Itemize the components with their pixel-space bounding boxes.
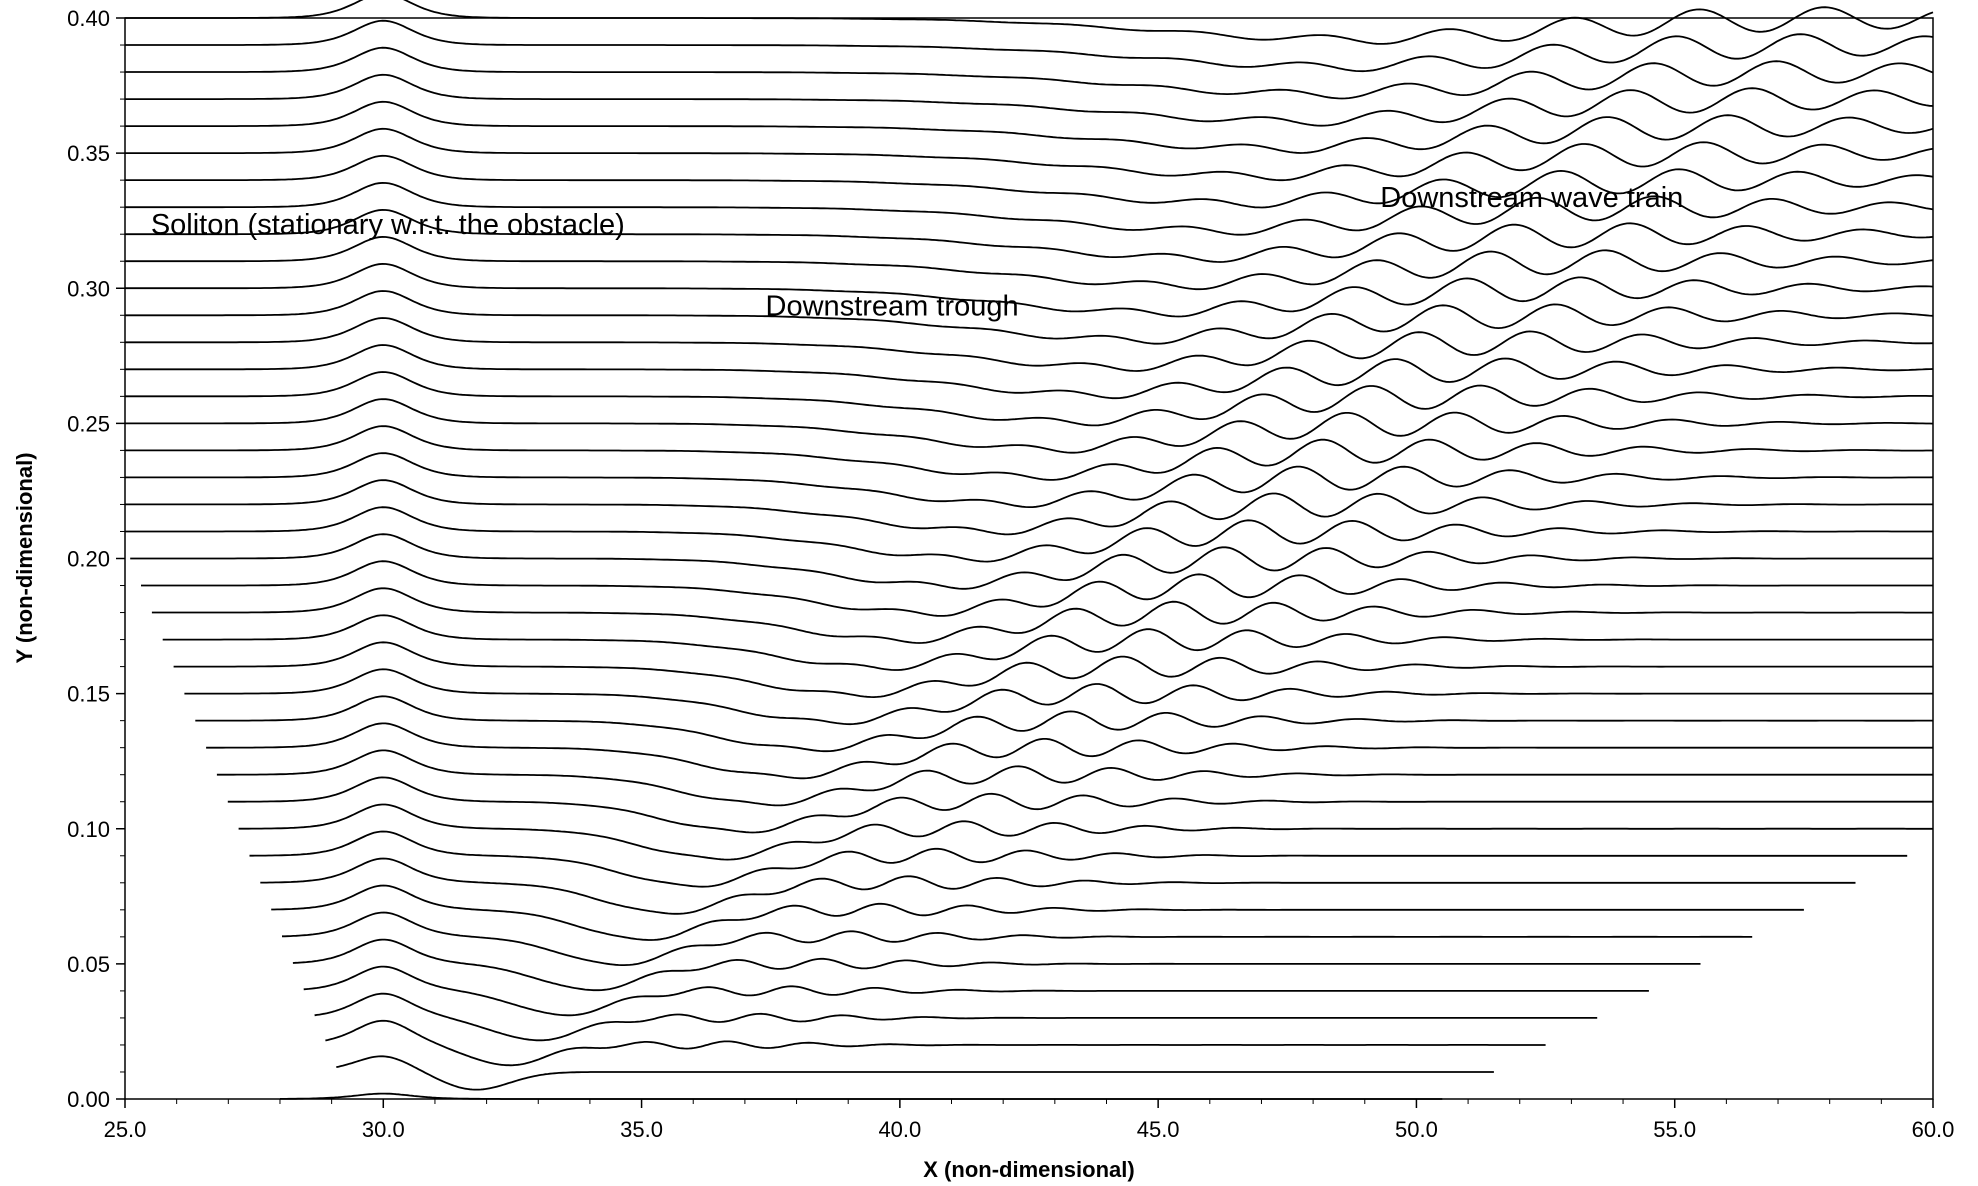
annotations: Soliton (stationary w.r.t. the obstacle)… [151,182,1683,322]
profile-line-24 [125,425,1933,481]
x-tick-label: 45.0 [1137,1117,1180,1142]
profile-line-29 [125,290,1934,345]
profile-line-23 [125,452,1934,508]
y-tick-label: 0.35 [67,141,110,166]
x-axis-title: X (non-dimensional) [923,1157,1134,1182]
profile-line-33 [125,181,1934,236]
profile-line-38 [125,46,1934,100]
profile-line-21 [125,506,1933,563]
annotation-1: Downstream trough [766,290,1019,322]
profile-line-32 [125,208,1934,263]
profile-line-11 [227,776,1933,834]
y-axis: 0.00 0.05 0.10 0.15 0.20 0.25 0.30 0.35 0.40 [67,6,125,1112]
profile-line-2 [325,1019,1546,1067]
x-axis: 25.0 30.0 35.0 40.0 45.0 50.0 55.0 60.0 [104,1099,1955,1142]
profile-line-0 [280,1092,1443,1100]
profile-line-37 [125,73,1934,127]
profile-line-40 [125,0,1934,45]
profile-line-31 [125,235,1934,291]
profile-line-28 [125,317,1934,372]
profile-line-35 [125,127,1934,182]
profile-line-8 [260,857,1856,915]
y-tick-label: 0.15 [67,682,110,707]
y-tick-label: 0.05 [67,952,110,977]
profile-line-15 [184,668,1933,726]
annotation-0: Soliton (stationary w.r.t. the obstacle) [151,209,625,241]
profile-line-1 [336,1055,1494,1091]
profile-line-3 [314,992,1598,1042]
x-tick-label: 55.0 [1653,1117,1696,1142]
y-axis-title: Y (non-dimensional) [12,452,37,663]
profile-line-9 [249,830,1908,888]
profile-line-19 [141,560,1933,617]
wave-profiles [125,0,1934,1100]
profile-line-5 [292,938,1701,992]
y-tick-label: 0.25 [67,411,110,436]
profile-line-17 [162,614,1933,671]
x-tick-label: 25.0 [104,1117,147,1142]
profile-line-6 [282,911,1753,966]
profile-line-20 [130,533,1933,590]
profile-line-36 [125,100,1934,154]
profile-line-14 [195,695,1933,753]
profile-line-4 [303,965,1649,1017]
profile-line-12 [216,749,1933,807]
annotation-2: Downstream wave train [1380,182,1683,214]
profile-line-13 [206,722,1933,780]
x-tick-label: 50.0 [1395,1117,1438,1142]
x-tick-label: 60.0 [1912,1117,1955,1142]
profile-line-7 [271,884,1804,941]
x-tick-label: 30.0 [362,1117,405,1142]
profile-line-34 [125,154,1934,209]
profile-line-18 [151,587,1933,644]
profile-line-39 [125,19,1934,73]
profile-line-25 [125,398,1934,454]
y-tick-label: 0.00 [67,1087,110,1112]
profile-line-30 [125,262,1934,318]
profile-line-10 [238,803,1933,861]
profile-line-27 [125,344,1934,400]
x-tick-label: 35.0 [620,1117,663,1142]
y-tick-label: 0.20 [67,547,110,572]
x-tick-label: 40.0 [878,1117,921,1142]
y-tick-label: 0.30 [67,276,110,301]
profile-line-16 [173,641,1933,699]
profile-line-26 [125,371,1933,427]
profile-line-22 [125,479,1933,536]
y-tick-label: 0.40 [67,6,110,31]
y-tick-label: 0.10 [67,817,110,842]
